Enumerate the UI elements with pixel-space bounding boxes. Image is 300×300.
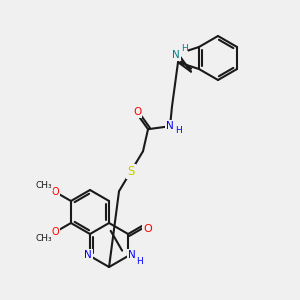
Text: O: O xyxy=(52,227,59,237)
Text: CH₃: CH₃ xyxy=(36,234,52,243)
Text: N: N xyxy=(166,121,174,131)
Text: N: N xyxy=(172,50,180,60)
Text: H: H xyxy=(181,44,188,53)
Text: H: H xyxy=(175,126,182,135)
Text: N: N xyxy=(84,250,92,260)
Text: S: S xyxy=(127,165,135,178)
Text: O: O xyxy=(133,107,141,117)
Text: H: H xyxy=(136,257,142,266)
Text: CH₃: CH₃ xyxy=(36,181,52,190)
Text: N: N xyxy=(128,250,136,260)
Text: O: O xyxy=(143,224,152,234)
Text: O: O xyxy=(52,187,59,197)
